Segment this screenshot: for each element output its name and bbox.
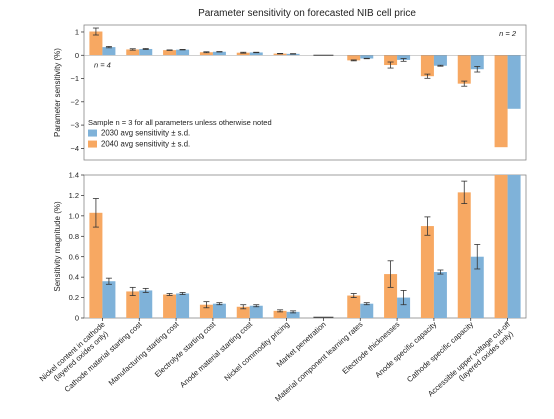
bar-2030-8 [360,303,374,318]
bar-2040-3 [163,50,177,56]
y-tick-label: −4 [70,144,79,153]
bar-2040-3 [163,294,177,318]
bar-2040-1 [89,31,103,56]
y-tick-label: 0.8 [69,232,79,241]
legend-label-2040: 2040 avg sensitivity ± s.d. [101,140,190,149]
y-tick-label: 1 [75,28,79,37]
bar-2040-12 [494,55,508,148]
bar-2040-5 [236,52,250,56]
bar-2030-5 [249,52,263,56]
bar-2030-6 [286,53,300,56]
sample-size-annotation: n = 4 [94,60,111,69]
y-tick-label: 0.4 [69,273,79,282]
bar-2030-6 [286,311,300,318]
bar-2030-9 [397,55,411,60]
x-tick-label-3: Manufacturing starting cost [107,319,181,387]
bar-2040-2 [126,291,140,318]
x-tick-label-12: Accessible upper voltage cut-off(layered… [426,319,519,405]
bar-2030-4 [212,303,226,318]
bar-2030-11 [470,55,484,70]
bar-2040-9 [384,274,398,318]
y-tick-label: −2 [70,97,79,106]
bar-2030-1 [102,47,116,56]
legend-note: Sample n = 3 for all parameters unless o… [88,118,272,127]
y-tick-label: 0 [75,51,79,60]
bar-2030-2 [139,290,153,318]
bar-2040-9 [384,55,398,66]
bar-2040-4 [199,304,213,318]
bar-2040-11 [457,55,471,84]
x-tick-label-4: Electrolyte starting cost [153,319,218,379]
bar-2030-2 [139,48,153,56]
bar-2030-10 [433,272,447,318]
legend-swatch-2040 [88,140,97,148]
bar-2030-8 [360,55,374,59]
y-axis-label: Sensitivity magnitude (%) [53,201,62,292]
bar-2040-8 [347,55,361,61]
bar-2040-6 [273,53,287,56]
legend-label-2030: 2030 avg sensitivity ± s.d. [101,129,190,138]
y-axis-label: Parameter sensitivity (%) [53,48,62,137]
bar-2030-3 [176,293,190,318]
sample-size-annotation: n = 2 [499,29,517,38]
bar-2040-1 [89,212,103,318]
y-tick-label: 1.4 [69,171,79,180]
x-tick-label-10: Anode specific capacity [373,320,438,380]
bar-2040-12 [494,175,508,318]
x-tick-label-6: Nickel commodity pricing [222,320,290,383]
bar-2040-6 [273,310,287,318]
bar-2030-12 [507,175,521,318]
bar-2030-10 [433,55,447,66]
plot-frame-1 [83,24,527,161]
y-tick-label: 0.6 [69,252,79,261]
y-tick-label: −3 [70,121,79,130]
bar-2040-2 [126,49,140,56]
chart-title: Parameter sensitivity on forecasted NIB … [198,8,416,19]
y-tick-label: 1.0 [69,211,79,220]
bar-2030-3 [176,49,190,56]
y-tick-label: 0.2 [69,293,79,302]
bar-2040-11 [457,192,471,318]
bar-2030-12 [507,55,521,109]
bar-2040-8 [347,295,361,318]
y-tick-label: 1.2 [69,191,79,200]
bar-2040-10 [420,55,434,77]
bar-2040-10 [420,226,434,318]
bar-2030-11 [470,256,484,318]
bar-2030-9 [397,297,411,318]
bar-2030-1 [102,281,116,318]
bar-2030-4 [212,51,226,56]
bar-2030-5 [249,305,263,318]
bar-2040-5 [236,306,250,318]
y-tick-label: −1 [70,74,79,83]
y-tick-label: 0 [75,314,79,323]
x-tick-label-5: Anode material starting cost [178,319,255,389]
bar-2040-4 [199,52,213,56]
plot-frame-2 [83,174,527,319]
legend-swatch-2030 [88,129,97,137]
